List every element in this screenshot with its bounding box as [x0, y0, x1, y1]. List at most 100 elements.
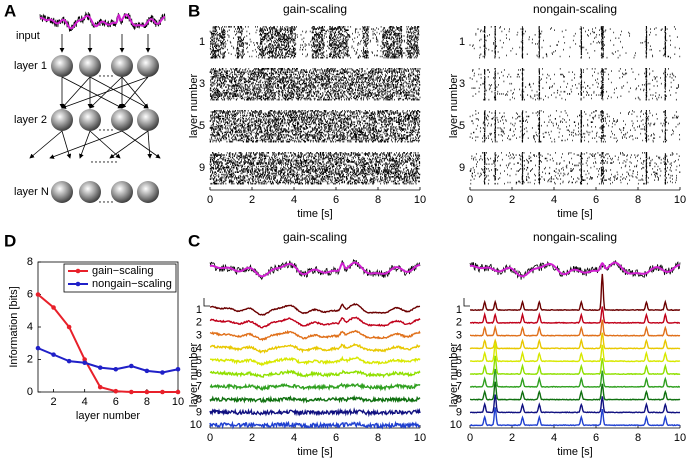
- x-tick-label: 2: [249, 194, 255, 206]
- x-tick-label: 6: [333, 432, 339, 444]
- y-tick-label: 7: [196, 381, 202, 393]
- ellipsis-dot: [107, 161, 109, 163]
- y-tick-label: 9: [459, 162, 465, 174]
- layer-trace: [469, 394, 680, 414]
- spike-raster: [209, 110, 421, 143]
- y-tick-label: 4: [196, 342, 202, 354]
- series-line: [37, 293, 178, 393]
- x-tick-label: 10: [674, 432, 686, 444]
- y-tick-label: 10: [190, 419, 202, 431]
- arrow: [109, 130, 149, 159]
- neuron: [51, 55, 73, 77]
- x-axis-label: time [s]: [297, 208, 332, 220]
- x-tick-label: 2: [249, 432, 255, 444]
- ellipsis-dot: [91, 161, 93, 163]
- y-tick-label: 3: [459, 78, 465, 90]
- chart-title: nongain-scaling: [533, 2, 617, 16]
- input-signal: [209, 261, 420, 278]
- layer-trace: [470, 342, 681, 363]
- arrow: [61, 130, 72, 159]
- layer-trace: [209, 316, 421, 329]
- panel-label: A: [4, 1, 16, 20]
- spike-raster: [469, 152, 681, 185]
- y-axis-label: Information [bits]: [8, 286, 20, 367]
- ellipsis-dot: [115, 161, 117, 163]
- arrow: [89, 130, 121, 159]
- y-tick-label: 9: [456, 406, 462, 418]
- neuron: [79, 55, 101, 77]
- data-point: [51, 305, 56, 310]
- layer-trace: [209, 329, 421, 342]
- layer-trace: [209, 368, 421, 379]
- y-tick-label: 3: [199, 78, 205, 90]
- x-axis-label: time [s]: [297, 446, 332, 458]
- panel-label: C: [188, 231, 200, 250]
- arrow: [61, 76, 149, 109]
- layer-trace: [209, 302, 421, 316]
- y-tick-label: 1: [456, 304, 462, 316]
- chart-title: nongain-scaling: [533, 230, 617, 244]
- y-axis-label: layer number: [188, 74, 200, 139]
- ellipsis-dot: [111, 201, 113, 203]
- y-tick-label: 8: [196, 394, 202, 406]
- data-point: [66, 324, 72, 330]
- data-point: [160, 370, 165, 375]
- x-tick-label: 2: [50, 396, 56, 408]
- x-tick-label: 8: [635, 194, 641, 206]
- x-tick-label: 10: [674, 194, 686, 206]
- legend-marker: [75, 268, 81, 274]
- layer-trace: [210, 342, 421, 354]
- layer-trace: [469, 368, 680, 388]
- x-tick-label: 6: [593, 194, 599, 206]
- layer-trace: [209, 355, 421, 367]
- layer-trace: [469, 306, 680, 324]
- chart-title: gain-scaling: [283, 2, 347, 16]
- ellipsis-dot: [107, 201, 109, 203]
- y-tick-label: 4: [456, 342, 462, 354]
- data-point: [35, 345, 41, 351]
- ellipsis-dot: [107, 129, 109, 131]
- x-axis-label: time [s]: [557, 446, 592, 458]
- data-point: [129, 363, 134, 369]
- arrow: [89, 76, 149, 109]
- ellipsis-dot: [99, 75, 101, 77]
- ellipsis-dot: [99, 201, 101, 203]
- x-axis-label: time [s]: [557, 208, 592, 220]
- x-tick-label: 8: [375, 194, 381, 206]
- x-tick-label: 4: [291, 194, 297, 206]
- y-axis-label: layer number: [448, 343, 460, 408]
- data-point: [97, 384, 103, 390]
- ellipsis-dot: [107, 75, 109, 77]
- y-tick-label: 3: [456, 330, 462, 342]
- layer-trace: [209, 394, 421, 404]
- data-point: [113, 366, 119, 372]
- ellipsis-dot: [103, 161, 105, 163]
- x-tick-label: 4: [551, 194, 557, 206]
- y-tick-label: 1: [196, 304, 202, 316]
- ellipsis-dot: [103, 129, 105, 131]
- legend-label: nongain−scaling: [92, 278, 172, 290]
- y-tick-label: 9: [196, 406, 202, 418]
- x-tick-label: 0: [207, 432, 213, 444]
- arrow: [61, 76, 123, 109]
- ellipsis-dot: [95, 161, 97, 163]
- data-point: [35, 292, 41, 297]
- y-tick-label: 6: [196, 368, 202, 380]
- y-tick-label: 9: [199, 162, 205, 174]
- data-point: [175, 366, 181, 372]
- data-point: [175, 389, 181, 395]
- scale-bar: [203, 298, 210, 307]
- neuron: [137, 181, 159, 203]
- y-tick-label: 6: [456, 368, 462, 380]
- x-tick-label: 10: [172, 396, 184, 408]
- y-tick-label: 2: [27, 353, 33, 365]
- y-tick-label: 10: [450, 419, 462, 431]
- data-point: [66, 358, 72, 364]
- x-tick-label: 0: [467, 194, 473, 206]
- arrow: [147, 130, 153, 159]
- data-point: [113, 388, 119, 394]
- data-point: [51, 352, 56, 357]
- input-signal: [39, 13, 165, 30]
- input-label: input: [16, 30, 40, 42]
